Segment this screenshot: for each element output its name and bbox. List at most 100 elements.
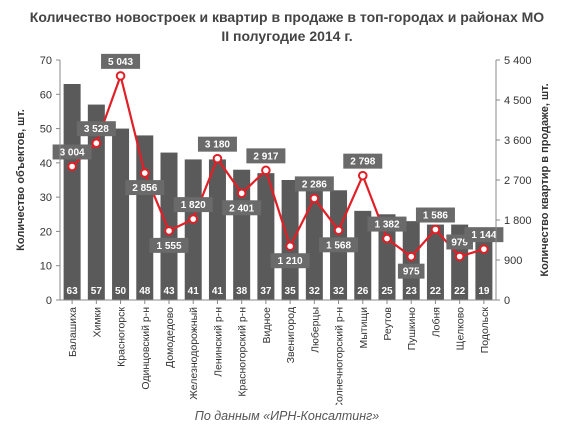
y2-axis-label: Количество квартир в продаже, шт. — [539, 83, 551, 276]
apartment-value-label: 1 555 — [156, 241, 181, 252]
apartment-label-box — [343, 153, 383, 169]
category-label: Видное — [261, 307, 273, 344]
apartment-value-label: 1 210 — [278, 256, 303, 267]
bar — [87, 104, 105, 300]
bar-value-label: 22 — [430, 286, 442, 297]
bar — [136, 135, 154, 300]
apartment-label-box — [415, 207, 455, 223]
apartment-value-label: 975 — [403, 267, 420, 278]
y2-tick-label: 2 700 — [504, 175, 532, 187]
bar — [378, 214, 396, 300]
category-label: Железнодорожный — [188, 307, 200, 400]
line-marker — [430, 224, 441, 235]
line-marker — [285, 241, 295, 252]
line-marker — [236, 188, 247, 199]
bar — [63, 84, 81, 300]
bar — [426, 224, 444, 300]
category-label: Домодедово — [164, 307, 176, 368]
apartment-value-label: 2 286 — [302, 179, 327, 190]
bar-value-label: 50 — [115, 286, 127, 297]
y-tick-label: 30 — [40, 192, 52, 204]
line-marker — [261, 165, 271, 176]
category-label: Солнечногорский р-н — [334, 307, 346, 405]
bar-value-label: 48 — [139, 286, 151, 297]
apartment-value-label: 3 528 — [84, 124, 109, 135]
category-label: Красногорский р-н — [237, 307, 249, 397]
category-label: Щелково — [455, 307, 467, 350]
apartment-label-box — [270, 253, 310, 269]
bar-value-label: 41 — [212, 286, 224, 297]
y-tick-label: 50 — [40, 124, 52, 136]
bar-value-label: 63 — [67, 286, 79, 297]
category-label: Химки — [91, 307, 103, 338]
bar — [208, 159, 226, 300]
y-tick-label: 10 — [40, 261, 52, 273]
apartment-value-label: 1 586 — [423, 211, 448, 222]
apartment-label-box — [76, 121, 116, 137]
bar-value-label: 32 — [333, 286, 345, 297]
source-caption: По данным «ИРН-Консалтинг» — [194, 409, 380, 423]
line-marker — [67, 161, 77, 172]
bar-value-label: 38 — [236, 286, 248, 297]
line-marker — [333, 225, 344, 236]
apartment-label-box — [149, 237, 189, 253]
apartment-value-label: 3 180 — [205, 140, 230, 151]
category-label: Красногорск — [116, 307, 128, 367]
y-tick-label: 20 — [40, 226, 52, 238]
apartment-value-label: 1 144 — [471, 230, 496, 241]
category-label: Пушкино — [406, 307, 418, 350]
line-marker — [115, 71, 126, 81]
apartment-label-box — [197, 136, 237, 152]
chart-title: Количество новостроек и квартир в продаж… — [30, 9, 545, 25]
y2-tick-label: 5 400 — [504, 55, 532, 67]
category-label: Подольск — [479, 307, 491, 354]
bar-value-label: 25 — [381, 286, 393, 297]
y-tick-label: 0 — [46, 295, 52, 307]
category-label: Люберцы — [309, 307, 321, 353]
category-label: Мытищи — [358, 307, 370, 349]
category-label: Ленинский р-н — [212, 307, 224, 377]
line-marker — [212, 153, 223, 164]
apartment-value-label: 979 — [451, 237, 468, 248]
y-tick-label: 60 — [40, 89, 52, 101]
axes: 0 10 20 30 40 50 60 70 0 900 1 800 2 700 3 600 4 500 5… — [40, 55, 532, 405]
apartment-value-label: 5 043 — [108, 57, 133, 68]
apartment-value-label: 1 820 — [181, 200, 206, 211]
y2-tick-label: 3 600 — [504, 135, 532, 147]
line-marker — [382, 233, 392, 244]
apartment-label-box — [464, 227, 504, 243]
apartment-value-label: 2 856 — [132, 183, 157, 194]
chart: Количество новостроек и квартир в продаж… — [15, 9, 551, 405]
line-marker — [91, 138, 102, 148]
apartments-line: 3 004 3 528 5 043 2 856 1 555 1 820 3 180 2 401… — [52, 53, 504, 279]
bar-value-label: 35 — [285, 286, 297, 297]
bar-value-label: 32 — [309, 286, 321, 297]
bar — [257, 173, 275, 300]
y2-tick-label: 1 800 — [504, 215, 532, 227]
category-label: Одинцовский р-н — [140, 307, 152, 390]
y2-tick-label: 900 — [504, 255, 522, 267]
apartment-label-box — [319, 237, 359, 253]
category-label: Звенигород — [285, 307, 297, 363]
bar-value-label: 57 — [91, 286, 103, 297]
bar-value-label: 23 — [406, 286, 418, 297]
apartment-label-box — [367, 216, 407, 232]
apartment-value-label: 1 382 — [374, 220, 399, 231]
bar-value-label: 43 — [163, 286, 175, 297]
apartment-value-label: 1 568 — [326, 240, 351, 251]
apartment-value-label: 2 798 — [350, 157, 375, 168]
line-marker — [357, 170, 368, 181]
apartment-label-box — [101, 53, 141, 69]
bar — [112, 128, 130, 300]
line-marker — [406, 251, 417, 262]
bar — [281, 180, 299, 300]
bar — [184, 159, 202, 300]
line-marker — [188, 214, 199, 224]
apartment-value-label: 2 401 — [229, 203, 254, 214]
category-label: Балашиха — [67, 307, 79, 357]
apartment-label-box — [397, 263, 425, 279]
y2-tick-label: 0 — [504, 295, 510, 307]
chart-subtitle: II полугодие 2014 г. — [221, 28, 352, 44]
apartment-value-label: 3 004 — [60, 147, 85, 158]
line-marker — [309, 193, 320, 204]
